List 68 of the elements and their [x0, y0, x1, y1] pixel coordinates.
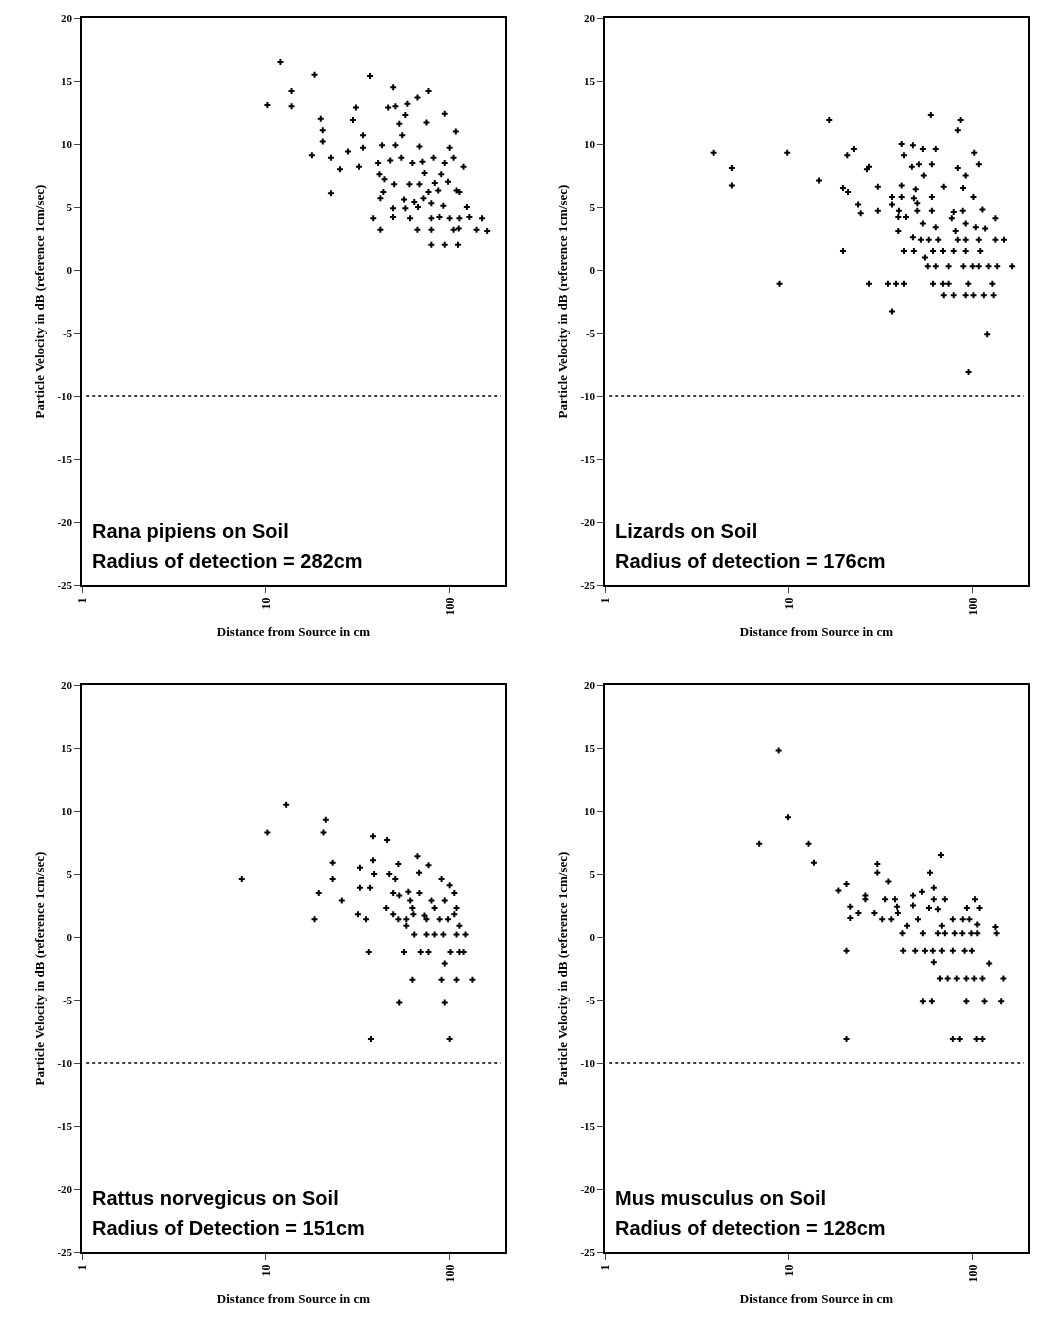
y-tick-label: -15 — [580, 1119, 596, 1132]
x-tick-label: 1 — [597, 1264, 612, 1271]
annotation: Radius of detection = 128cm — [615, 1217, 886, 1239]
y-tick-label: 0 — [66, 930, 73, 943]
annotation: Lizards on Soil — [615, 520, 758, 542]
x-tick-label: 100 — [442, 1264, 457, 1283]
y-tick-label: -10 — [57, 389, 73, 402]
y-tick-label: 20 — [584, 678, 596, 691]
x-tick-label: 1 — [74, 1264, 89, 1271]
y-tick-label: -25 — [580, 1245, 596, 1258]
y-tick-label: -15 — [580, 452, 596, 465]
annotation: Rana pipiens on Soil — [92, 520, 289, 542]
x-axis-title: Distance from Source in cm — [216, 623, 371, 639]
y-tick-label: 0 — [589, 263, 596, 276]
y-tick-label: -5 — [62, 993, 73, 1006]
y-tick-label: 5 — [66, 200, 73, 213]
y-tick-label: -25 — [580, 578, 596, 591]
y-axis-title: Particle Velocity in dB (reference 1cm/sec) — [31, 851, 47, 1086]
y-tick-label: 0 — [589, 930, 596, 943]
y-tick-label: -10 — [580, 1056, 596, 1069]
y-tick-label: -10 — [580, 389, 596, 402]
y-tick-label: -20 — [580, 1182, 596, 1195]
annotation: Radius of Detection = 151cm — [92, 1217, 365, 1239]
y-tick-label: 10 — [61, 804, 73, 817]
y-tick-label: -20 — [580, 515, 596, 528]
y-tick-label: 20 — [61, 678, 73, 691]
y-tick-label: 5 — [66, 867, 73, 880]
y-tick-label: -25 — [57, 578, 73, 591]
y-axis-title: Particle Velocity in dB (reference 1cm/sec) — [554, 851, 570, 1086]
y-tick-label: -10 — [57, 1056, 73, 1069]
y-tick-label: -5 — [585, 326, 596, 339]
y-tick-label: 15 — [584, 741, 596, 754]
x-tick-label: 100 — [442, 597, 457, 616]
x-tick-label: 10 — [781, 597, 796, 610]
x-axis-title: Distance from Source in cm — [739, 1290, 894, 1306]
y-tick-label: 15 — [61, 741, 73, 754]
y-tick-label: -20 — [57, 1182, 73, 1195]
y-tick-label: 15 — [584, 74, 596, 87]
y-axis-title: Particle Velocity in dB (reference 1cm/sec) — [554, 184, 570, 419]
annotation: Rattus norvegicus on Soil — [92, 1187, 339, 1209]
y-tick-label: -5 — [585, 993, 596, 1006]
x-tick-label: 100 — [965, 597, 980, 616]
annotation: Radius of detection = 176cm — [615, 550, 886, 572]
y-tick-label: -15 — [57, 1119, 73, 1132]
y-tick-label: 10 — [584, 804, 596, 817]
y-tick-label: 5 — [589, 867, 596, 880]
y-tick-label: 0 — [66, 263, 73, 276]
y-tick-label: 5 — [589, 200, 596, 213]
x-tick-label: 10 — [258, 1264, 273, 1277]
x-tick-label: 1 — [74, 597, 89, 604]
x-axis-title: Distance from Source in cm — [739, 623, 894, 639]
y-tick-label: -15 — [57, 452, 73, 465]
annotation: Radius of detection = 282cm — [92, 550, 363, 572]
x-tick-label: 100 — [965, 1264, 980, 1283]
y-tick-label: 10 — [61, 137, 73, 150]
x-axis-title: Distance from Source in cm — [216, 1290, 371, 1306]
x-tick-label: 10 — [258, 597, 273, 610]
x-tick-label: 1 — [597, 597, 612, 604]
annotation: Mus musculus on Soil — [615, 1187, 827, 1209]
y-tick-label: 15 — [61, 74, 73, 87]
y-tick-label: -5 — [62, 326, 73, 339]
y-tick-label: 10 — [584, 137, 596, 150]
y-tick-label: 20 — [584, 11, 596, 24]
y-tick-label: 20 — [61, 11, 73, 24]
y-tick-label: -20 — [57, 515, 73, 528]
x-tick-label: 10 — [781, 1264, 796, 1277]
y-axis-title: Particle Velocity in dB (reference 1cm/sec) — [31, 184, 47, 419]
y-tick-label: -25 — [57, 1245, 73, 1258]
